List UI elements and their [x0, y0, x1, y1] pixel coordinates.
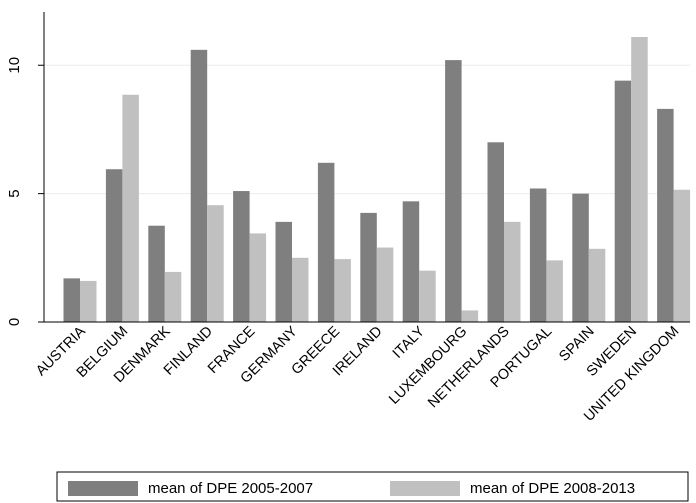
bar-austria-series-1: [80, 280, 97, 322]
bar-united-kingdom-series-1: [673, 189, 691, 322]
bar-netherlands-series-0: [487, 142, 504, 322]
y-axis-ticks: 0 5 10: [6, 57, 44, 326]
bar-netherlands-series-1: [504, 221, 521, 322]
bar-finland-series-0: [190, 49, 208, 323]
bar-germany-series-1: [292, 257, 309, 322]
bar-greece-series-1: [334, 259, 351, 322]
bar-greece-series-0: [317, 162, 335, 322]
bar-france-series-0: [233, 191, 250, 322]
x-category-label-luxembourg: LUXEMBOURG: [386, 324, 470, 408]
bar-luxembourg-series-0: [445, 60, 462, 323]
legend-box: [56, 471, 689, 502]
bar-belgium-series-0: [105, 169, 123, 322]
bar-denmark-series-0: [148, 225, 165, 322]
legend-label-dpe-2008-2013: mean of DPE 2008-2013: [470, 480, 635, 497]
gridlines: [44, 64, 690, 195]
bar-ireland-series-1: [376, 247, 394, 322]
bar-germany-series-0: [275, 221, 292, 322]
bars: [63, 37, 691, 323]
x-category-label-spain: SPAIN: [556, 324, 597, 365]
bar-denmark-series-1: [164, 271, 182, 322]
bar-luxembourg-series-1: [461, 310, 479, 322]
bar-portugal-series-0: [529, 188, 547, 322]
bar-italy-series-0: [402, 201, 420, 322]
bar-spain-series-1: [588, 248, 606, 322]
y-tick-label-5: 5: [6, 189, 23, 197]
y-tick-label-0: 0: [6, 318, 23, 326]
bar-sweden-series-1: [631, 37, 648, 322]
legend-swatch-dpe-2005-2007: [68, 481, 138, 496]
x-category-label-italy: ITALY: [390, 323, 429, 362]
bar-portugal-series-1: [546, 260, 563, 322]
bar-spain-series-0: [572, 193, 589, 322]
x-axis-category-labels: AUSTRIABELGIUMDENMARKFINLANDFRANCEGERMAN…: [33, 323, 682, 425]
bar-austria-series-0: [63, 278, 80, 322]
y-tick-label-10: 10: [6, 57, 23, 74]
legend-swatch-dpe-2008-2013: [390, 481, 460, 496]
bar-france-series-1: [249, 233, 267, 322]
legend: mean of DPE 2005-2007 mean of DPE 2008-2…: [56, 471, 689, 502]
bar-finland-series-1: [207, 205, 224, 322]
bar-italy-series-1: [419, 270, 436, 322]
bar-united-kingdom-series-0: [657, 108, 674, 322]
bar-belgium-series-1: [122, 94, 139, 323]
legend-label-dpe-2005-2007: mean of DPE 2005-2007: [148, 480, 313, 497]
bar-ireland-series-0: [360, 212, 377, 322]
bar-sweden-series-0: [614, 80, 632, 323]
